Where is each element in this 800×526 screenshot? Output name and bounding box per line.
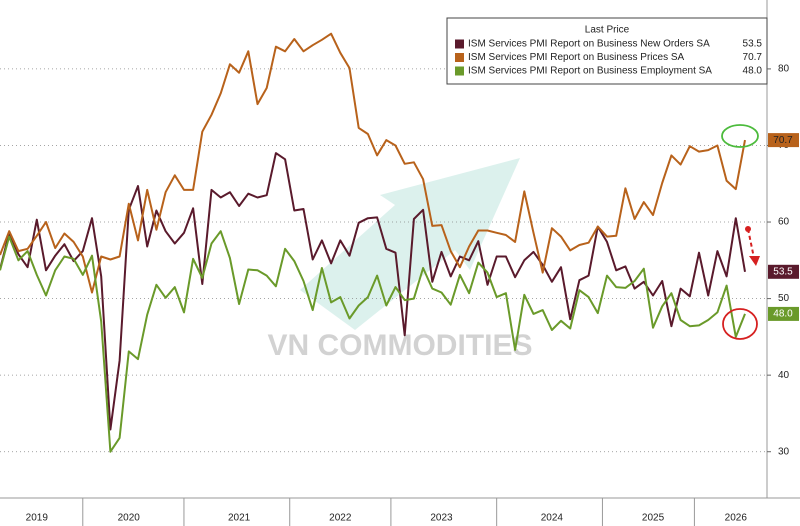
last-value-label: 48.0: [773, 309, 793, 320]
last-value-tag: [768, 133, 799, 148]
series-line: [0, 230, 746, 453]
y-tick-label: 40: [778, 370, 790, 381]
watermark-arrow: [300, 158, 520, 330]
arrow-head: [749, 256, 760, 266]
y-tick-label: 60: [778, 217, 790, 228]
legend-swatch: [455, 39, 464, 49]
last-value-label: 70.7: [773, 135, 793, 146]
last-value-tag: [768, 306, 799, 321]
last-value-tag: [768, 264, 799, 279]
legend-swatch: [455, 53, 464, 62]
y-tick-label: 50: [778, 293, 790, 304]
legend-swatch: [455, 66, 464, 76]
legend: Last Price ISM Services PMI Report on Bu…: [446, 17, 768, 85]
legend-value: 53.5: [743, 39, 763, 50]
last-value-label: 53.5: [773, 266, 793, 277]
x-tick-label: 2022: [329, 513, 352, 524]
x-tick-label: 2026: [725, 513, 748, 524]
y-tick-label: 30: [778, 446, 790, 457]
watermark: VN COMMODITIES: [267, 329, 532, 362]
x-tick-label: 2024: [541, 513, 564, 524]
x-tick-label: 2021: [228, 513, 251, 524]
legend-value: 48.0: [743, 66, 763, 77]
y-tick-label: 80: [778, 64, 790, 75]
legend-box: [446, 17, 768, 85]
series-line: [0, 152, 746, 431]
x-tick-label: 2025: [642, 513, 665, 524]
plot-area: [0, 32, 767, 453]
x-tick-label: 2020: [118, 513, 141, 524]
legend-label: ISM Services PMI Report on Business Empl…: [468, 66, 712, 77]
series-line: [0, 32, 746, 294]
x-tick-label: 2019: [26, 513, 49, 524]
highlight-circle: [722, 308, 758, 340]
legend-label: ISM Services PMI Report on Business New …: [468, 39, 710, 50]
highlight-circle: [721, 124, 759, 148]
legend-value: 70.7: [743, 52, 763, 63]
legend-label: ISM Services PMI Report on Business Pric…: [468, 52, 685, 63]
legend-title: Last Price: [585, 25, 630, 36]
annotation-arrow: [747, 228, 755, 259]
x-tick-label: 2023: [430, 513, 453, 524]
